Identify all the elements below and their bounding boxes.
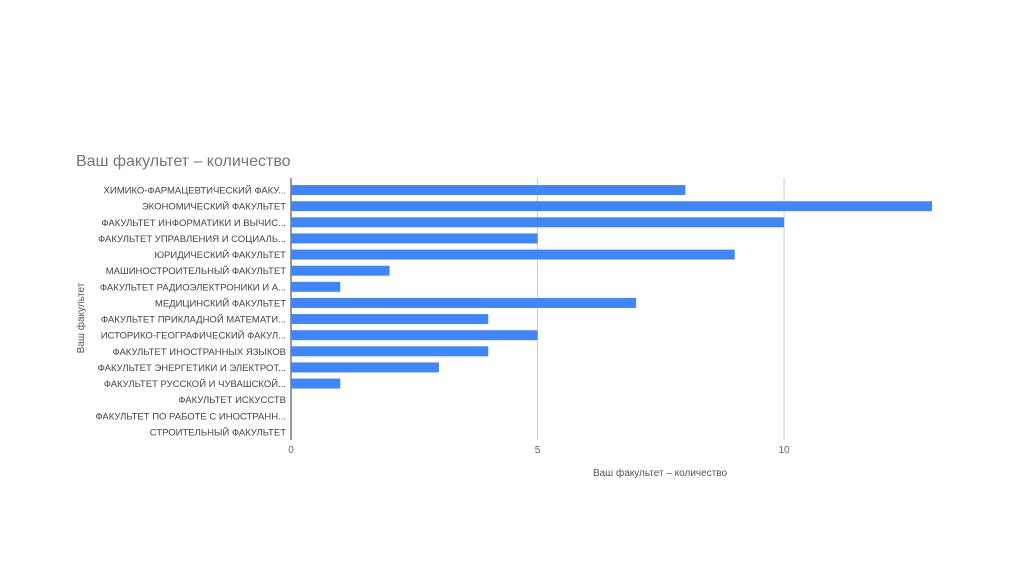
category-label: ФАКУЛЬТЕТ ПО РАБОТЕ С ИНОСТРАНН... (95, 411, 286, 422)
bar[interactable] (291, 378, 341, 389)
bar[interactable] (291, 330, 538, 341)
category-label: МЕДИЦИНСКИЙ ФАКУЛЬТЕТ (155, 297, 286, 309)
category-label: ФАКУЛЬТЕТ ПРИКЛАДНОЙ МАТЕМАТИ... (101, 314, 286, 326)
category-label: ФАКУЛЬТЕТ ИНФОРМАТИКИ И ВЫЧИС... (101, 218, 286, 229)
category-label: ХИМИКО-ФАРМАЦЕВТИЧЕСКИЙ ФАКУ... (104, 185, 286, 197)
x-tick-label: 5 (535, 445, 541, 456)
category-label: ФАКУЛЬТЕТ РАДИОЭЛЕКТРОНИКИ И А... (100, 282, 286, 293)
category-label: ЭКОНОМИЧЕСКИЙ ФАКУЛЬТЕТ (142, 201, 286, 213)
category-label: МАШИНОСТРОИТЕЛЬНЫЙ ФАКУЛЬТЕТ (106, 265, 286, 277)
x-tick-labels: 0 5 10 (288, 445, 790, 456)
bar[interactable] (291, 314, 489, 325)
category-label: СТРОИТЕЛЬНЫЙ ФАКУЛЬТЕТ (150, 426, 286, 438)
bar[interactable] (291, 233, 538, 244)
bar[interactable] (291, 217, 785, 228)
chart-title: Ваш факультет – количество (76, 153, 291, 170)
category-label: ФАКУЛЬТЕТ ИСКУССТВ (178, 395, 286, 406)
category-label: ФАКУЛЬТЕТ ЭНЕРГЕТИКИ И ЭЛЕКТРОТ... (98, 363, 286, 374)
category-label: ЮРИДИЧЕСКИЙ ФАКУЛЬТЕТ (154, 249, 286, 261)
gridlines (290, 178, 785, 440)
bar[interactable] (291, 201, 932, 212)
bar[interactable] (291, 362, 439, 373)
category-label: ФАКУЛЬТЕТ РУССКОЙ И ЧУВАШСКОЙ... (104, 378, 286, 390)
y-axis-title: Ваш факультет (75, 282, 87, 353)
bar[interactable] (291, 297, 637, 308)
category-label: ФАКУЛЬТЕТ УПРАВЛЕНИЯ И СОЦИАЛЬ... (98, 234, 286, 245)
category-labels: ХИМИКО-ФАРМАЦЕВТИЧЕСКИЙ ФАКУ... ЭКОНОМИЧЕ… (95, 185, 286, 439)
x-tick-label: 0 (288, 445, 294, 456)
x-axis-title: Ваш факультет – количество (593, 467, 728, 479)
bars (291, 185, 932, 389)
category-label: ФАКУЛЬТЕТ ИНОСТРАННЫХ ЯЗЫКОВ (112, 347, 286, 358)
bar[interactable] (291, 249, 735, 260)
bar[interactable] (291, 281, 341, 292)
bar[interactable] (291, 185, 686, 196)
category-label: ИСТОРИКО-ГЕОГРАФИЧЕСКИЙ ФАКУЛ... (101, 330, 286, 342)
bar[interactable] (291, 265, 390, 276)
bar[interactable] (291, 346, 489, 357)
x-tick-label: 10 (779, 445, 791, 456)
